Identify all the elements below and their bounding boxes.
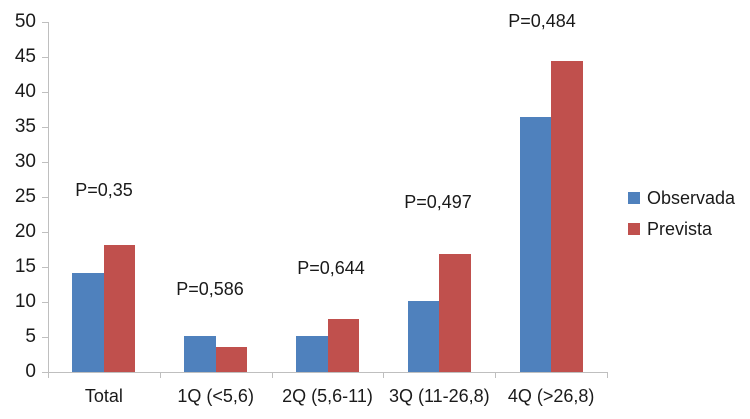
y-axis-label: 0 <box>25 361 36 382</box>
x-axis-tick <box>48 373 49 378</box>
y-axis-tick <box>42 22 48 23</box>
y-axis-tick <box>42 127 48 128</box>
p-value-label: P=0,497 <box>404 192 472 212</box>
y-axis-label: 50 <box>14 11 36 32</box>
y-axis-tick <box>42 162 48 163</box>
x-axis-tick <box>383 373 385 378</box>
x-axis-category-label: 4Q (>26,8) <box>507 386 595 406</box>
bar-observada-5 <box>519 117 552 372</box>
legend-item-prevista: Prevista <box>628 219 735 239</box>
y-axis-tick <box>42 92 48 93</box>
bar-observada-4 <box>407 300 440 372</box>
y-axis-tick <box>42 232 48 233</box>
y-axis-label: 20 <box>14 221 36 242</box>
legend-label-observada: Observada <box>647 188 736 208</box>
legend-swatch-observada-icon <box>628 192 640 204</box>
p-value-label: P=0,644 <box>297 258 365 278</box>
y-axis-tick <box>42 57 48 58</box>
y-axis-label: 40 <box>14 81 36 102</box>
p-value-label: P=0,35 <box>75 180 133 200</box>
legend-label-prevista: Prevista <box>647 219 713 239</box>
x-axis-tick <box>495 373 497 378</box>
bar-prevista-5 <box>551 60 583 372</box>
y-axis-line <box>48 22 49 372</box>
bar-observada-1 <box>72 272 104 372</box>
chart-legend: Observada Prevista <box>628 188 735 239</box>
y-axis-label: 25 <box>14 186 36 207</box>
y-axis-label: 30 <box>14 151 36 172</box>
y-axis-label: 10 <box>14 291 36 312</box>
p-value-label: P=0,484 <box>508 11 576 31</box>
x-axis-tick <box>159 373 161 378</box>
x-axis-category-label: Total <box>84 386 123 406</box>
y-axis-tick <box>42 372 48 373</box>
bar-prevista-1 <box>103 244 136 372</box>
y-axis-label: 5 <box>25 326 36 347</box>
legend-swatch-prevista-icon <box>628 223 640 235</box>
x-axis-line <box>48 372 608 373</box>
y-axis-label: 35 <box>14 116 36 137</box>
bar-observada-2 <box>184 336 216 372</box>
p-value-label: P=0,586 <box>176 279 244 299</box>
y-axis-tick <box>42 337 48 338</box>
y-axis-tick <box>42 197 48 198</box>
y-axis-label: 15 <box>14 256 36 277</box>
bar-observada-3 <box>296 336 328 372</box>
bar-prevista-3 <box>327 318 359 372</box>
y-axis-label: 45 <box>14 46 36 67</box>
bar-prevista-2 <box>215 346 248 372</box>
y-axis-tick <box>42 302 48 303</box>
x-axis-tick <box>607 373 608 378</box>
x-axis-category-label: 3Q (11-26,8) <box>388 386 490 406</box>
x-axis-tick <box>271 373 273 378</box>
bar-prevista-4 <box>439 254 471 372</box>
x-axis-category-label: 1Q (<5,6) <box>177 386 254 406</box>
x-axis-category-label: 2Q (5,6-11) <box>282 386 373 406</box>
y-axis-tick <box>42 267 48 268</box>
legend-item-observada: Observada <box>628 188 735 208</box>
